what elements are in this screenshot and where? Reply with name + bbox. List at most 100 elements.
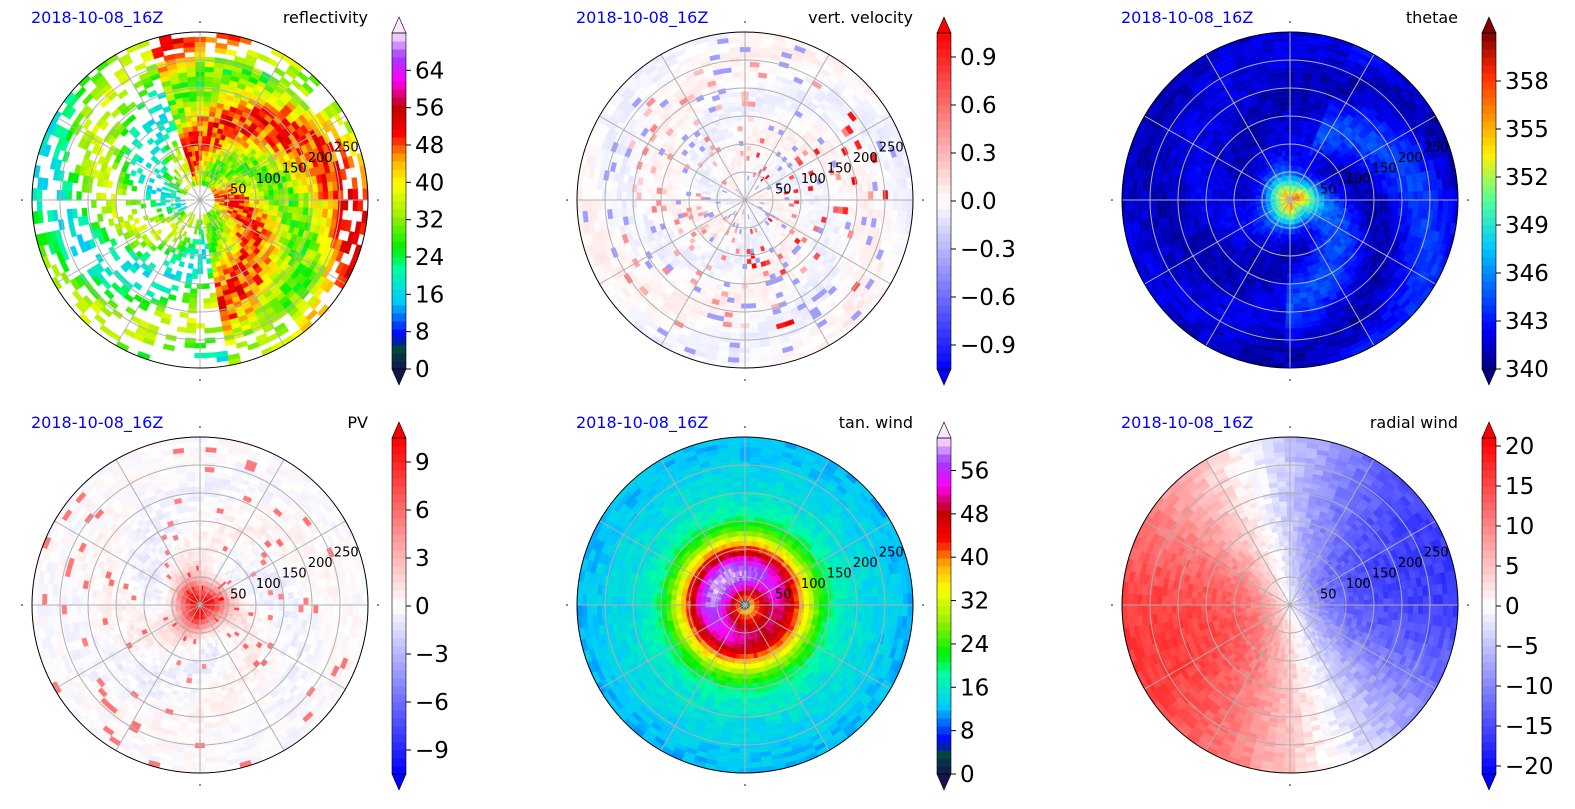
colorbar-swatch xyxy=(1482,534,1496,543)
colorbar-tick-label: 10 xyxy=(1505,514,1534,540)
colorbar: 0 8 16 24 32 40 48 56 xyxy=(936,421,989,791)
colorbar-swatch xyxy=(1482,574,1496,583)
colorbar-tick-label: −9 xyxy=(415,738,449,764)
colorbar-tick-label: 355 xyxy=(1505,117,1549,143)
colorbar-swatch xyxy=(1482,161,1496,170)
colorbar-swatch xyxy=(937,33,951,42)
panel-reflectivity: 2018-10-08_16Z reflectivity 50 100 150 200 250… xyxy=(0,0,545,400)
panel-title: tan. wind xyxy=(839,413,913,432)
colorbar: 0 8 16 24 32 40 48 56 64 xyxy=(391,16,444,386)
colorbar-swatch xyxy=(392,646,406,655)
grid-spoke xyxy=(599,115,746,201)
colorbar-swatch xyxy=(392,478,406,487)
colorbar-tick-label: 32 xyxy=(960,589,989,615)
colorbar-swatch xyxy=(937,361,951,370)
colorbar-tick-label: 0.6 xyxy=(960,93,997,119)
colorbar-swatch xyxy=(937,89,951,98)
radial-tick-label: 100 xyxy=(1346,577,1371,592)
colorbar-swatch xyxy=(1482,678,1496,687)
colorbar-swatch xyxy=(937,478,951,487)
colorbar-swatch xyxy=(937,502,951,511)
angular-tick xyxy=(21,199,23,201)
colorbar-swatch xyxy=(392,297,406,306)
colorbar-swatch xyxy=(1482,654,1496,663)
chart-svg: 2018-10-08_16Z reflectivity 50 100150200250… xyxy=(21,8,444,386)
colorbar-swatch xyxy=(937,454,951,463)
colorbar-tick-label: 5 xyxy=(1505,554,1520,580)
colorbar-swatch xyxy=(937,209,951,218)
colorbar-swatch xyxy=(937,630,951,639)
radial-tick-label: 50 xyxy=(775,588,792,603)
colorbar-tick-label: 0 xyxy=(415,594,430,620)
colorbar-swatch xyxy=(1482,233,1496,242)
polar-grid xyxy=(32,32,368,368)
colorbar-swatch xyxy=(392,590,406,599)
colorbar-swatch xyxy=(392,566,406,575)
colorbar-swatch xyxy=(392,321,406,330)
polar-grid xyxy=(577,437,913,773)
colorbar-swatch xyxy=(937,566,951,575)
grid-spoke xyxy=(1289,459,1375,606)
colorbar-swatch xyxy=(392,337,406,346)
colorbar-extend-max xyxy=(1481,421,1497,439)
grid-spoke xyxy=(660,459,746,606)
colorbar-swatch xyxy=(937,606,951,615)
colorbar-tick-label: 8 xyxy=(960,719,975,745)
colorbar-tick-label: 48 xyxy=(960,502,989,528)
colorbar-swatch xyxy=(392,65,406,74)
angular-tick xyxy=(199,21,201,23)
colorbar-swatch xyxy=(392,710,406,719)
radial-tick-label: 150 xyxy=(827,567,852,582)
colorbar-swatch xyxy=(392,193,406,202)
colorbar-swatch xyxy=(392,462,406,471)
colorbar-swatch xyxy=(1482,662,1496,671)
polar-grid xyxy=(1122,437,1458,773)
colorbar-swatch xyxy=(1482,758,1496,767)
grid-spoke xyxy=(54,604,201,690)
colorbar-swatch xyxy=(392,57,406,66)
colorbar-swatch xyxy=(392,41,406,50)
colorbar-swatch xyxy=(937,614,951,623)
colorbar-swatch xyxy=(937,193,951,202)
grid-spoke xyxy=(744,604,830,751)
panel-title: thetae xyxy=(1406,8,1458,27)
colorbar-swatch xyxy=(1482,742,1496,751)
colorbar-tick-label: −10 xyxy=(1505,674,1554,700)
colorbar-swatch xyxy=(937,598,951,607)
angular-tick xyxy=(566,604,568,606)
colorbar-swatch xyxy=(392,273,406,282)
colorbar-swatch xyxy=(937,718,951,727)
colorbar-tick-label: −3 xyxy=(415,642,449,668)
colorbar-tick-label: 56 xyxy=(415,96,444,122)
colorbar-swatch xyxy=(1482,590,1496,599)
angular-tick xyxy=(1467,604,1469,606)
colorbar-swatch xyxy=(937,353,951,362)
colorbar-swatch xyxy=(937,281,951,290)
colorbar-swatch xyxy=(392,73,406,82)
colorbar-extend-max xyxy=(1481,16,1497,34)
angular-tick xyxy=(1111,199,1113,201)
colorbar-swatch xyxy=(392,574,406,583)
radial-tick-label: 100 xyxy=(801,172,826,187)
colorbar-swatch xyxy=(1482,273,1496,282)
colorbar-swatch xyxy=(937,49,951,58)
colorbar-swatch xyxy=(392,638,406,647)
colorbar-swatch xyxy=(937,289,951,298)
colorbar-swatch xyxy=(1482,257,1496,266)
colorbar-swatch xyxy=(1482,281,1496,290)
colorbar-extend-max xyxy=(936,16,952,34)
colorbar-swatch xyxy=(937,526,951,535)
colorbar-swatch xyxy=(1482,361,1496,370)
colorbar-swatch xyxy=(1482,438,1496,447)
colorbar-swatch xyxy=(1482,41,1496,50)
polar-field xyxy=(577,32,913,368)
colorbar-swatch xyxy=(1482,73,1496,82)
colorbar-swatch xyxy=(1482,33,1496,42)
angular-tick xyxy=(199,379,201,381)
colorbar-swatch xyxy=(1482,566,1496,575)
grid-spoke xyxy=(1289,199,1375,346)
colorbar-swatch xyxy=(1482,710,1496,719)
colorbar-swatch xyxy=(392,630,406,639)
date-label: 2018-10-08_16Z xyxy=(576,8,708,28)
